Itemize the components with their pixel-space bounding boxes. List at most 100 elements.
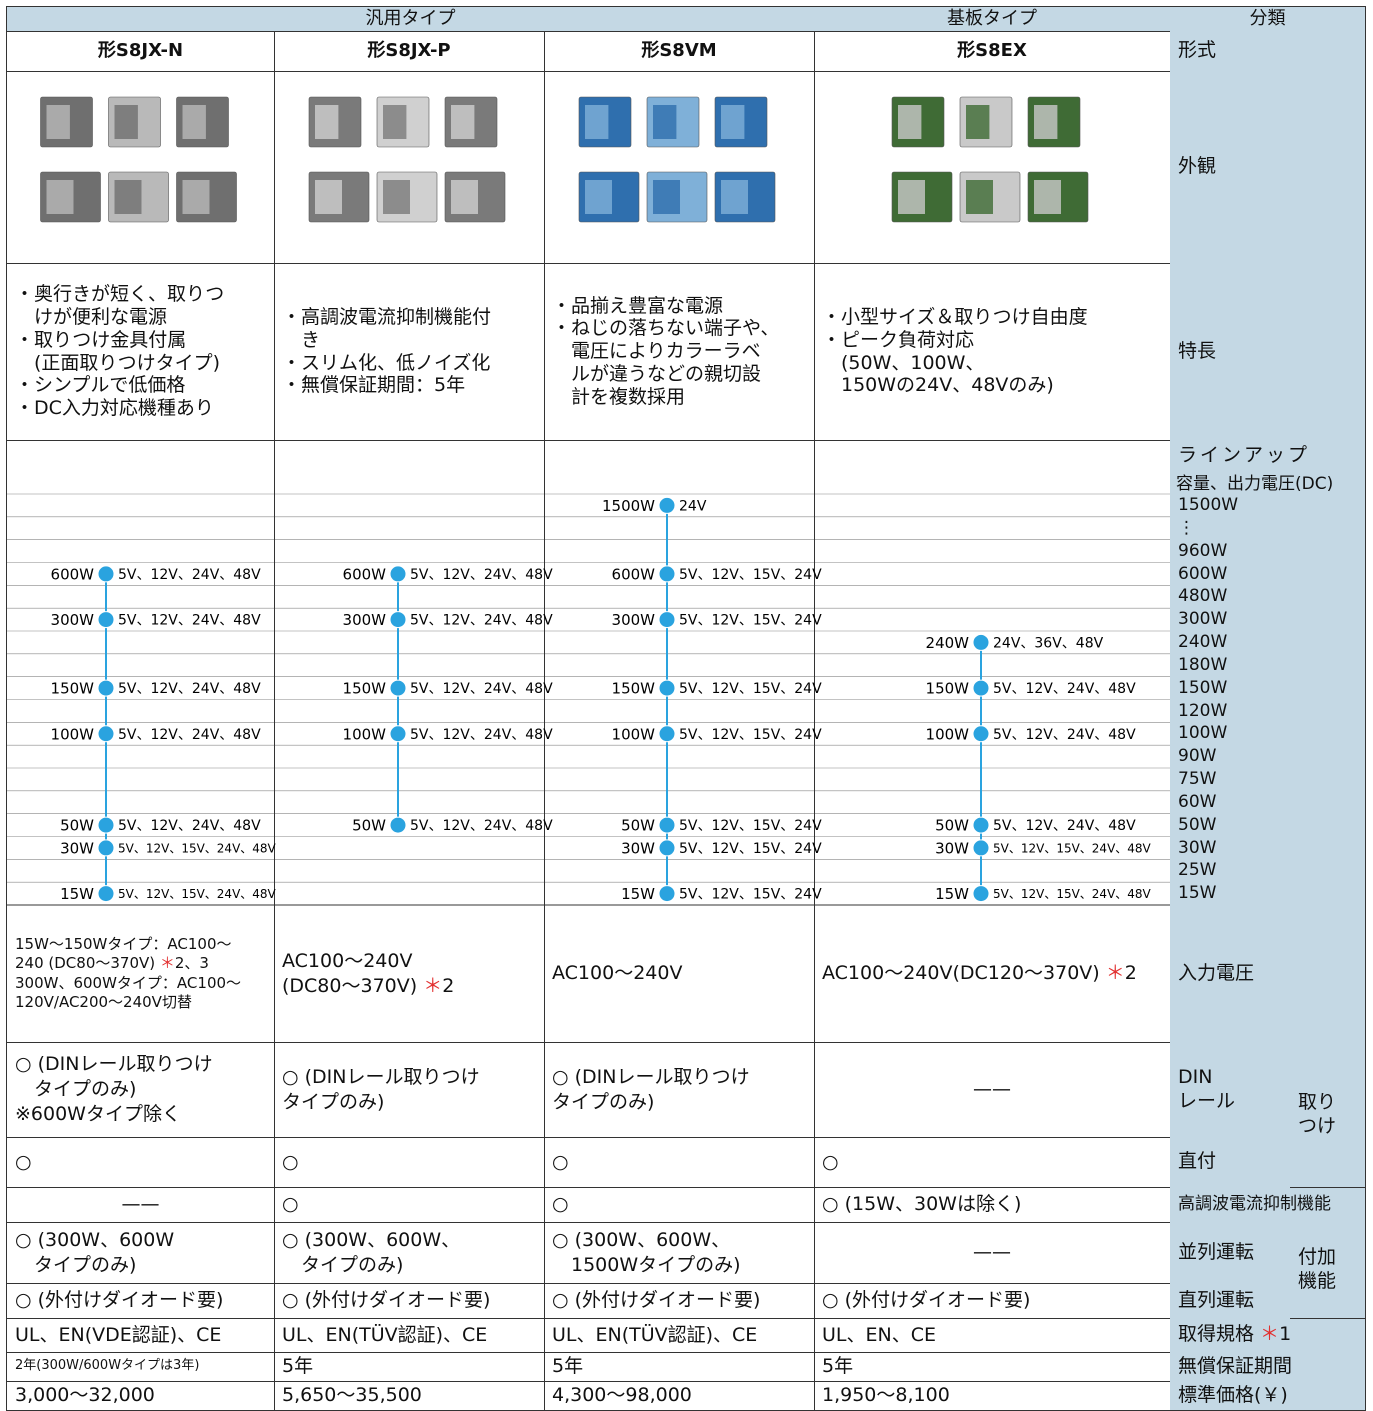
row-label: 特長 — [1178, 339, 1217, 362]
voltage-label: 5V、12V、24V、48V — [118, 681, 261, 697]
spec-cell: ○ (DINレール取りつけ タイプのみ) — [544, 1042, 815, 1138]
voltage-label: 5V、12V、15V、24V — [679, 567, 822, 583]
watt-label: 100W — [612, 725, 656, 743]
row-label: 外観 — [1178, 155, 1217, 178]
lineup-dot — [972, 725, 990, 743]
level-label: 480W — [1178, 586, 1228, 607]
spec-cell: 5年 — [544, 1352, 815, 1382]
text-line: 取り — [1298, 1090, 1337, 1113]
lineup-dot — [97, 816, 115, 834]
spec-cell: 5年 — [814, 1352, 1171, 1382]
label-cell: 直付 — [1170, 1137, 1291, 1188]
watt-label: 240W — [926, 634, 970, 652]
model-name: 形S8JX-P — [367, 39, 451, 61]
note-mark: ＊ — [159, 954, 175, 972]
text-line: (50W、100W、 — [822, 351, 985, 374]
voltage-label: 24V、36V、48V — [993, 635, 1104, 651]
note-number: 2、3 — [174, 954, 209, 972]
watt-label: 150W — [612, 680, 656, 698]
text-line: ルが違うなどの親切設 — [552, 362, 762, 385]
text-line: ○ (外付けダイオード要) — [282, 1289, 491, 1312]
image-cell — [544, 71, 815, 264]
product-face — [46, 180, 74, 214]
text-line: ○ (DINレール取りつけ — [282, 1065, 480, 1088]
spec-cell: ○ (300W、600W、 タイプのみ) — [274, 1222, 545, 1284]
image-cell — [7, 71, 275, 264]
spec-cell: —— — [814, 1222, 1171, 1284]
voltage-label: 5V、12V、15V、24V — [679, 681, 822, 697]
text-line: ○ (DINレール取りつけ — [552, 1065, 750, 1088]
spec-cell: ○ — [274, 1187, 545, 1223]
voltage-label: 24V — [679, 498, 707, 514]
watt-label: 300W — [51, 611, 95, 629]
product-face — [898, 105, 922, 139]
level-label: ⋮ — [1178, 517, 1195, 538]
product-face — [383, 105, 407, 139]
spec-cell: 4,300〜98,000 — [544, 1381, 815, 1411]
product-face — [451, 180, 478, 214]
text-line: 電圧によりカラーラベ — [552, 340, 761, 363]
text-line: ・ピーク負荷対応 — [822, 328, 975, 351]
text: AC100〜240V(DC120〜370V) — [822, 962, 1106, 985]
text-line: —— — [973, 1241, 1011, 1264]
text-line: ・スリム化、低ノイズ化 — [282, 351, 491, 374]
lineup-dot — [658, 611, 676, 629]
watt-label: 1500W — [602, 497, 655, 515]
level-label: 960W — [1178, 540, 1228, 561]
text-line: ・小型サイズ＆取りつけ自由度 — [822, 305, 1088, 328]
model-name: 形S8EX — [957, 39, 1027, 61]
lineup-dot — [389, 679, 407, 697]
watt-label: 100W — [51, 725, 95, 743]
image-cell — [814, 71, 1171, 264]
text-line: 15W〜150Wタイプ：AC100〜 — [15, 934, 232, 953]
text-line: ○ — [552, 1150, 569, 1173]
text-line: UL、EN(VDE認証)、CE — [15, 1323, 222, 1346]
lineup-dot — [97, 725, 115, 743]
lineup-dot — [972, 816, 990, 834]
text-line: 5年 — [552, 1355, 584, 1378]
product-photo — [40, 96, 237, 223]
model-name: 形S8VM — [641, 39, 717, 61]
spec-cell: —— — [814, 1042, 1171, 1138]
watt-label: 30W — [60, 839, 94, 857]
spec-cell: ○ (外付けダイオード要) — [7, 1283, 275, 1319]
text-line: 標準価格(￥) — [1178, 1383, 1288, 1406]
text-line: ・品揃え豊富な電源 — [552, 294, 724, 317]
watt-label: 600W — [51, 565, 95, 583]
spec-cell: ○ (300W、600W タイプのみ) — [7, 1222, 275, 1284]
product-face — [1034, 180, 1061, 214]
text-line: —— — [121, 1193, 160, 1216]
header-cell: 形S8JX-N — [7, 31, 275, 72]
product-face — [1034, 105, 1058, 139]
lineup-chart: 600W 5V、12V、24V、48V 300W 5V、12V、24V、48V 150W… — [7, 440, 1170, 906]
lineup-dot — [97, 565, 115, 583]
level-label: 30W — [1178, 837, 1217, 858]
product-face — [315, 105, 339, 139]
lineup-dot — [972, 885, 990, 903]
product-face — [585, 180, 612, 214]
text-line: 4,300〜98,000 — [552, 1384, 692, 1407]
text-line: 5年 — [282, 1355, 314, 1378]
spec-cell: ○ — [544, 1137, 815, 1188]
level-label: 150W — [1178, 677, 1228, 698]
label-cell: 特長 — [1170, 263, 1366, 441]
lineup-dot — [972, 633, 990, 651]
product-photo — [578, 96, 776, 223]
label-cell: 並列運転 — [1170, 1222, 1291, 1284]
text-line: —— — [973, 1078, 1011, 1101]
text-line: 300W、600Wタイプ：AC100〜 — [15, 973, 242, 992]
level-label: 1500W — [1178, 495, 1239, 515]
level-label: 120W — [1178, 700, 1228, 721]
text-line: ○ — [552, 1193, 569, 1216]
watt-label: 50W — [352, 817, 386, 835]
level-label: 240W — [1178, 632, 1228, 652]
feature-cell: ・奥行きが短く、取りつ けが便利な電源 ・取りつけ金具付属 (正面取りつけタイプ)… — [7, 263, 275, 441]
product-face — [182, 105, 206, 139]
voltage-label: 5V、12V、24V、48V — [118, 818, 261, 834]
label-cell: DIN レール — [1170, 1042, 1291, 1138]
text-line: 並列運転 — [1178, 1240, 1255, 1263]
lineup-dot — [658, 816, 676, 834]
text-line: ○ (300W、600W、 — [282, 1228, 461, 1251]
spec-cell: ○ (300W、600W、 1500Wタイプのみ) — [544, 1222, 815, 1284]
